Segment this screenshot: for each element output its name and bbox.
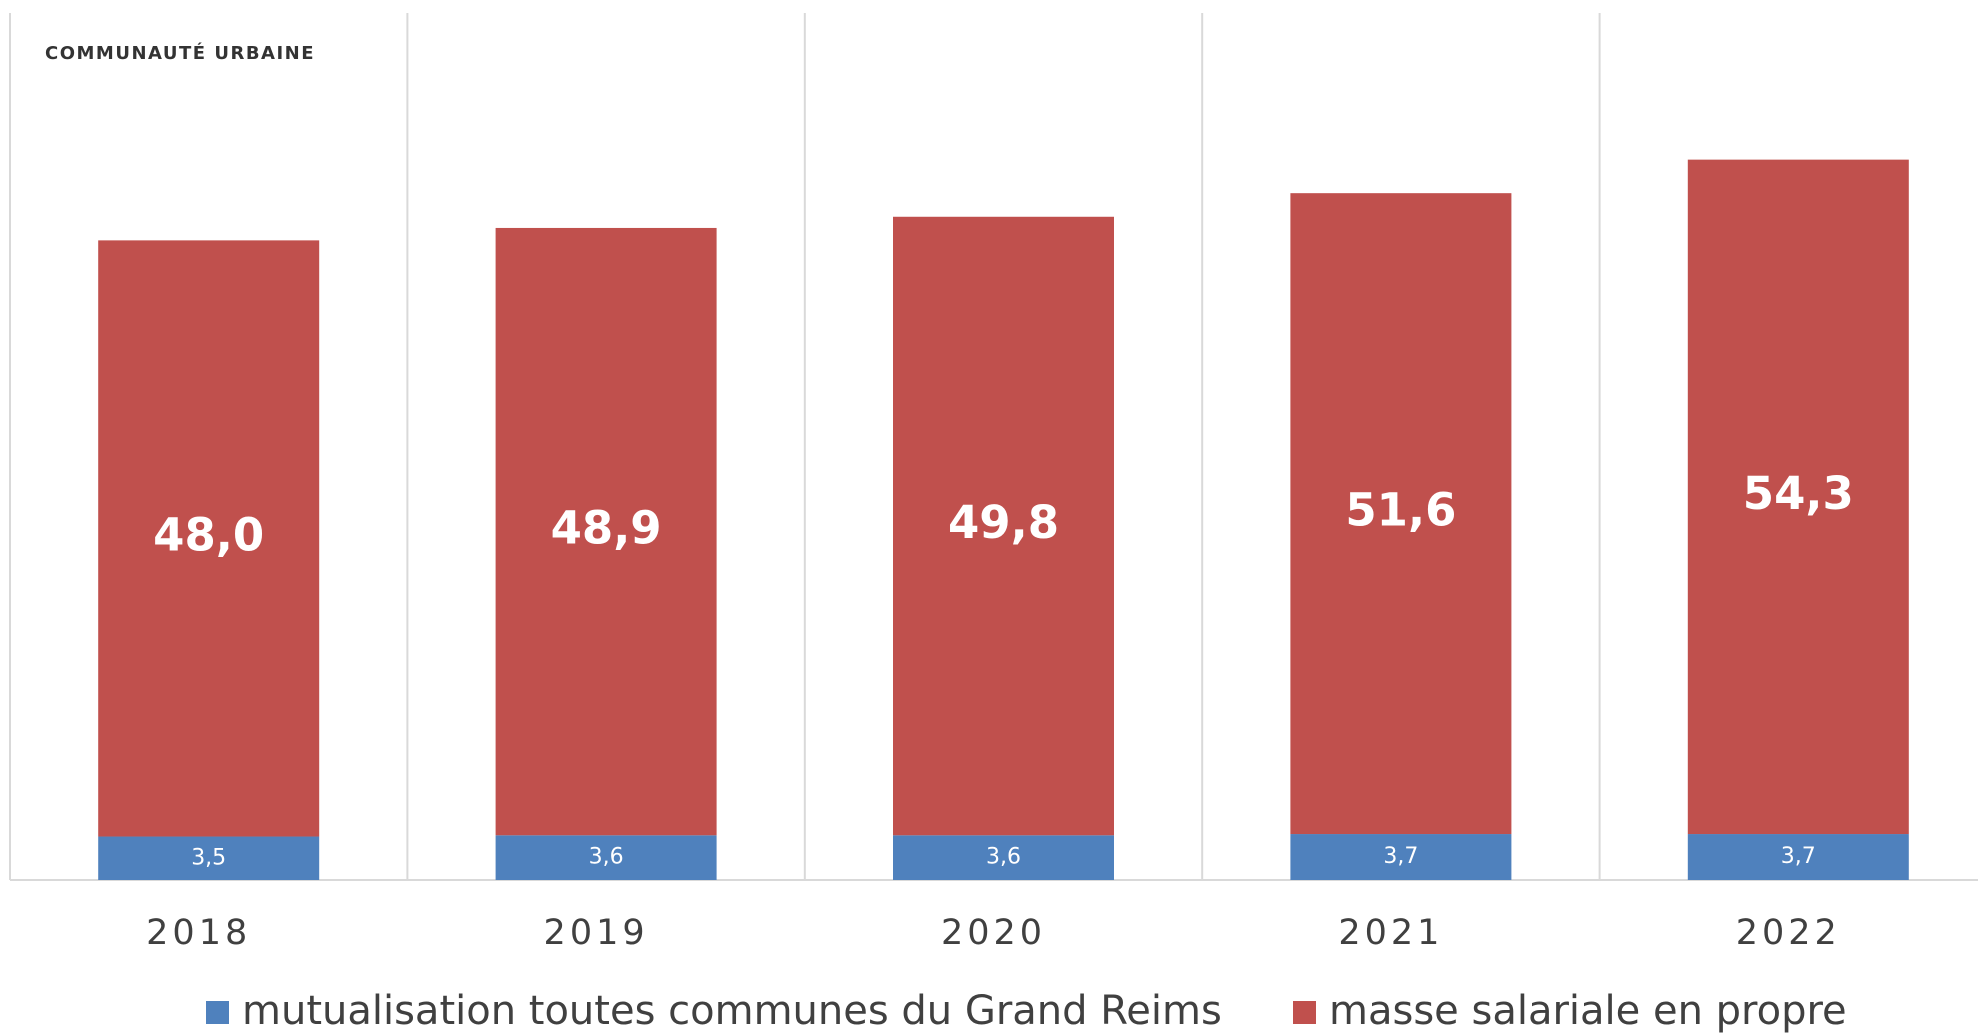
x-tick-label: 2021 <box>1338 913 1443 953</box>
value-label: 51,6 <box>1345 484 1456 537</box>
x-tick-label: 2020 <box>941 913 1046 953</box>
bar-segment <box>98 240 320 837</box>
value-label: 48,9 <box>551 502 662 555</box>
value-label: 49,8 <box>948 496 1059 549</box>
value-label: 3,7 <box>1781 844 1816 869</box>
bar-segment <box>495 227 717 836</box>
bar-segment <box>1687 834 1909 880</box>
legend-swatch <box>206 1001 229 1024</box>
legend-label: mutualisation toutes communes du Grand R… <box>242 988 1222 1034</box>
value-label: 3,7 <box>1383 844 1418 869</box>
logo-name: REIMS <box>101 0 332 16</box>
value-label: 54,3 <box>1743 467 1854 520</box>
bar-segment <box>495 835 717 880</box>
bar-segment <box>98 836 320 880</box>
legend-label: masse salariale en propre <box>1329 988 1847 1034</box>
bar-segment <box>1290 193 1512 835</box>
logo-subtitle: COMMUNAUTÉ URBAINE <box>45 42 315 64</box>
bar-segment <box>1290 834 1512 880</box>
bar-segment <box>893 835 1114 880</box>
value-label: 3,6 <box>986 845 1021 870</box>
value-label: 48,0 <box>153 508 264 561</box>
legend-swatch <box>1293 1001 1316 1024</box>
value-label: 3,6 <box>589 845 624 870</box>
x-tick-label: 2022 <box>1736 913 1841 953</box>
bar-segment <box>893 216 1114 836</box>
bar-segment <box>1687 159 1909 835</box>
x-tick-label: 2018 <box>146 913 251 953</box>
x-tick-label: 2019 <box>544 913 649 953</box>
value-label: 3,5 <box>191 845 226 870</box>
